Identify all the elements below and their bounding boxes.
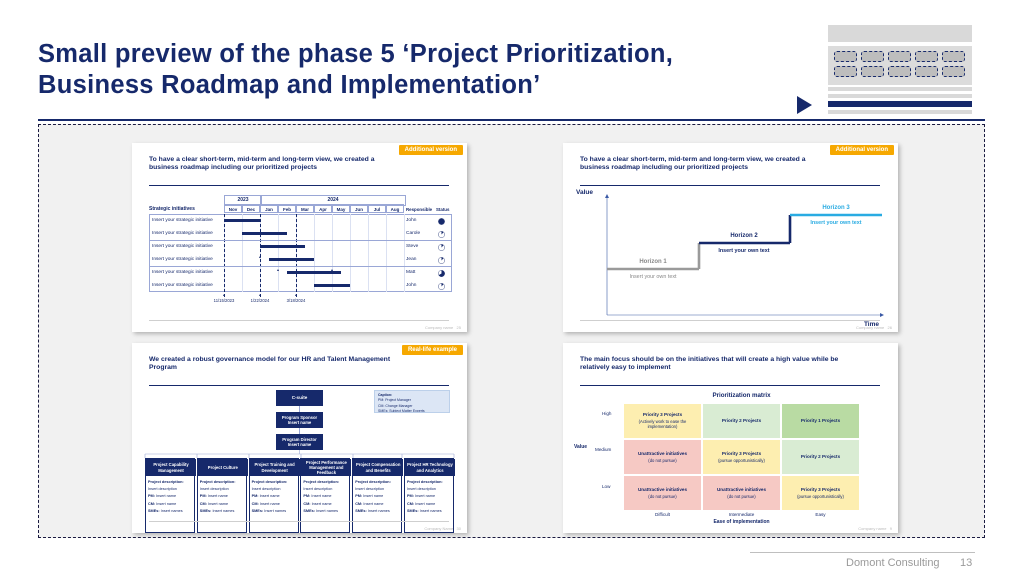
svg-text:Insert your own text: Insert your own text (810, 220, 861, 226)
svg-text:Value: Value (576, 189, 593, 196)
svg-text:Horizon 2: Horizon 2 (730, 233, 758, 239)
svg-text:Horizon 1: Horizon 1 (639, 259, 667, 265)
svg-text:Horizon 3: Horizon 3 (822, 205, 850, 211)
svg-text:Insert your own text: Insert your own text (629, 274, 677, 280)
svg-text:Insert your own text: Insert your own text (718, 248, 769, 254)
